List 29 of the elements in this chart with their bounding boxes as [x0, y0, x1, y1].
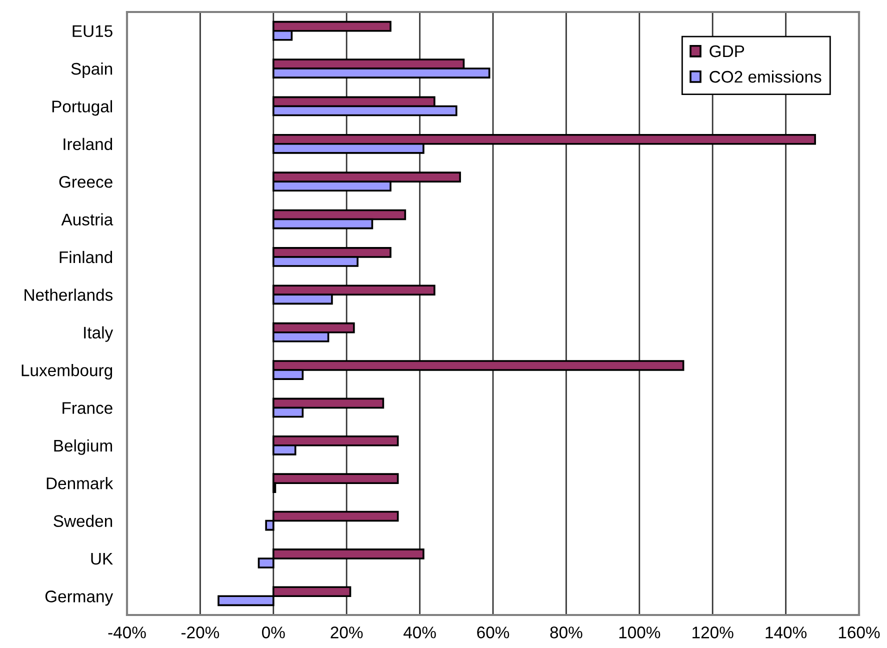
y-tick-label: Luxembourg: [22, 364, 112, 380]
y-tick-label: Austria: [61, 213, 114, 226]
x-tick-label: 20%: [330, 626, 363, 638]
x-tick-label: 100%: [619, 626, 660, 638]
x-tick-label: -20%: [181, 626, 220, 638]
x-tick-label: 120%: [692, 626, 734, 638]
legend-label: CO2 emissions: [710, 70, 822, 83]
y-tick-label: Denmark: [46, 477, 114, 490]
y-tick-label: Finland: [60, 250, 112, 264]
x-tick-label: 80%: [550, 626, 582, 638]
y-tick-label: Spain: [71, 62, 112, 78]
y-tick-label: UK: [91, 553, 113, 565]
y-tick-label: Ireland: [64, 138, 112, 150]
y-tick-label: Sweden: [54, 514, 112, 527]
y-tick-label: Greece: [59, 176, 112, 188]
y-tick-label: Belgium: [54, 439, 112, 455]
y-tick-label: EU15: [72, 25, 112, 38]
legend-label: GDP: [710, 45, 744, 58]
y-tick-label: Portugal: [52, 100, 112, 116]
x-tick-label: 60%: [477, 626, 510, 638]
x-tick-label: -40%: [108, 626, 146, 638]
y-tick-label: Italy: [84, 326, 114, 342]
x-tick-label: 160%: [838, 626, 880, 638]
y-tick-label: Netherlands: [24, 288, 113, 301]
y-tick-label: Germany: [45, 590, 114, 606]
x-tick-label: 140%: [766, 626, 807, 638]
y-tick-label: France: [62, 402, 112, 414]
x-tick-label: 40%: [404, 626, 436, 638]
x-tick-label: 0%: [262, 626, 285, 638]
